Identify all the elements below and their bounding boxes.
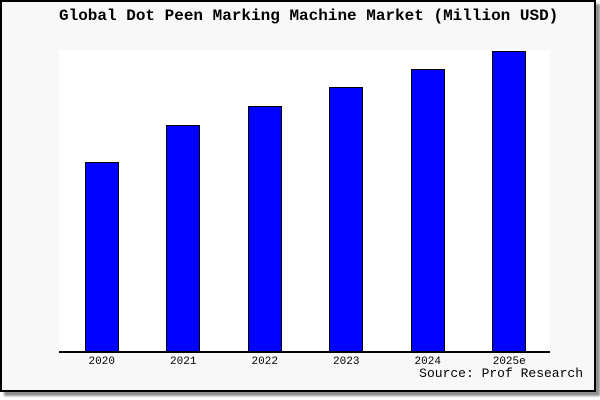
bar-slot [61, 50, 143, 351]
x-tick-label-2025e: 2025e [492, 356, 526, 368]
x-tick-label-2020: 2020 [88, 356, 115, 368]
bar-slot [387, 50, 469, 351]
bar-2023 [329, 87, 364, 351]
x-axis-labels: 2020 2021 2022 2023 2024 2025e [59, 355, 550, 369]
plot-area [59, 50, 550, 353]
bar-slot [306, 50, 388, 351]
source-credit: Source: Prof Research [419, 366, 583, 381]
chart-frame: Global Dot Peen Marking Machine Market (… [0, 0, 596, 392]
bar-slot [469, 50, 551, 351]
bar-2021 [166, 125, 201, 351]
bar-2024 [410, 69, 445, 351]
x-tick-label-2022: 2022 [251, 356, 278, 368]
bar-2022 [247, 106, 282, 351]
chart-title: Global Dot Peen Marking Machine Market (… [59, 7, 559, 25]
bar-2025e [492, 51, 527, 351]
bar-slot [143, 50, 225, 351]
bars-row [59, 50, 550, 351]
bar-2020 [84, 162, 119, 351]
x-tick-label-2024: 2024 [414, 356, 441, 368]
bar-slot [224, 50, 306, 351]
x-tick-label-2023: 2023 [333, 356, 360, 368]
x-tick-label-2021: 2021 [170, 356, 197, 368]
